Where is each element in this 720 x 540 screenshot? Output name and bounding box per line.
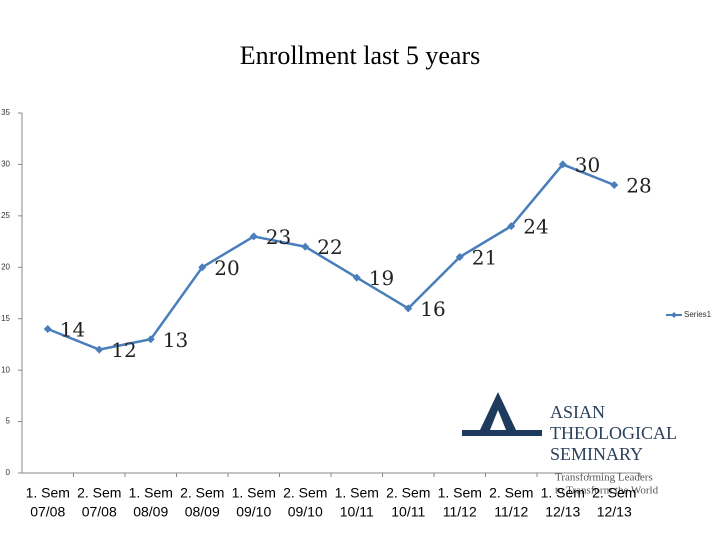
x-tick-label: 08/09 <box>185 504 220 520</box>
data-label: 12 <box>111 338 136 362</box>
logo: ASIAN THEOLOGICAL SEMINARY Transforming … <box>462 392 677 497</box>
logo-tagline: Transforming Leaders <box>555 472 653 484</box>
y-tick-label: 20 <box>1 262 10 271</box>
point-marker <box>249 232 258 241</box>
logo-bar <box>462 430 542 436</box>
data-label: 30 <box>575 153 600 177</box>
x-tick-label: 1. Sem <box>438 485 482 501</box>
data-label: 19 <box>369 266 394 290</box>
x-tick-label: 10/11 <box>391 504 425 520</box>
point-marker <box>146 335 155 344</box>
x-tick-label: 2. Sem <box>386 485 430 501</box>
logo-text: ASIAN <box>550 402 605 422</box>
x-tick-label: 11/12 <box>494 504 528 520</box>
y-tick-label: 15 <box>1 314 10 323</box>
x-tick-label: 09/10 <box>288 504 323 520</box>
x-tick-label: 1. Sem <box>26 485 70 501</box>
y-tick-label: 30 <box>1 160 10 169</box>
point-marker <box>352 273 361 282</box>
y-tick-label: 10 <box>1 365 10 374</box>
x-tick-label: 1. Sem <box>335 485 379 501</box>
point-marker <box>95 345 104 354</box>
x-tick-label: 2. Sem <box>180 485 224 501</box>
point-marker <box>198 263 207 272</box>
logo-mark <box>480 392 516 430</box>
x-tick-label: 1. Sem <box>541 485 585 501</box>
data-label: 23 <box>266 225 291 249</box>
x-tick-label: 09/10 <box>236 504 271 520</box>
data-label: 21 <box>472 246 497 270</box>
x-tick-label: 08/09 <box>133 504 168 520</box>
chart-title: Enrollment last 5 years <box>240 41 480 70</box>
x-tick-label: 2. Sem <box>489 485 533 501</box>
point-marker <box>610 181 619 189</box>
legend-label: Series1 <box>684 310 712 319</box>
x-tick-label: 07/08 <box>30 504 65 520</box>
y-tick-label: 35 <box>1 108 10 117</box>
data-label: 16 <box>420 297 445 321</box>
x-tick-label: 11/12 <box>443 504 477 520</box>
logo-text: THEOLOGICAL <box>550 423 677 443</box>
y-tick-label: 25 <box>1 211 10 220</box>
series-line <box>47 162 615 351</box>
point-marker <box>301 242 310 251</box>
x-tick-label: 2. Sem <box>77 485 121 501</box>
x-tick-label: 2. Sem <box>283 485 327 501</box>
point-marker <box>43 325 52 333</box>
data-label: 14 <box>60 318 85 342</box>
point-marker <box>558 160 567 169</box>
x-tick-label: 10/11 <box>340 504 374 520</box>
y-tick-label: 5 <box>6 417 11 426</box>
point-marker <box>404 304 413 313</box>
point-marker <box>507 222 516 231</box>
data-label: 28 <box>626 174 651 198</box>
data-label: 24 <box>523 215 548 239</box>
x-tick-label: 1. Sem <box>232 485 276 501</box>
data-label: 22 <box>317 235 342 259</box>
x-tick-label: 12/13 <box>545 504 580 520</box>
legend-marker <box>671 312 677 318</box>
point-marker <box>455 253 464 261</box>
y-tick-label: 0 <box>6 468 11 477</box>
data-label: 13 <box>163 328 188 352</box>
x-tick-label: 07/08 <box>82 504 117 520</box>
logo-text: SEMINARY <box>550 444 643 464</box>
x-tick-label: 12/13 <box>597 504 632 520</box>
x-tick-label: 2. Sem <box>592 485 636 501</box>
x-tick-label: 1. Sem <box>129 485 173 501</box>
logo-tagline: to Transform the World <box>555 485 659 497</box>
data-label: 20 <box>214 256 239 280</box>
